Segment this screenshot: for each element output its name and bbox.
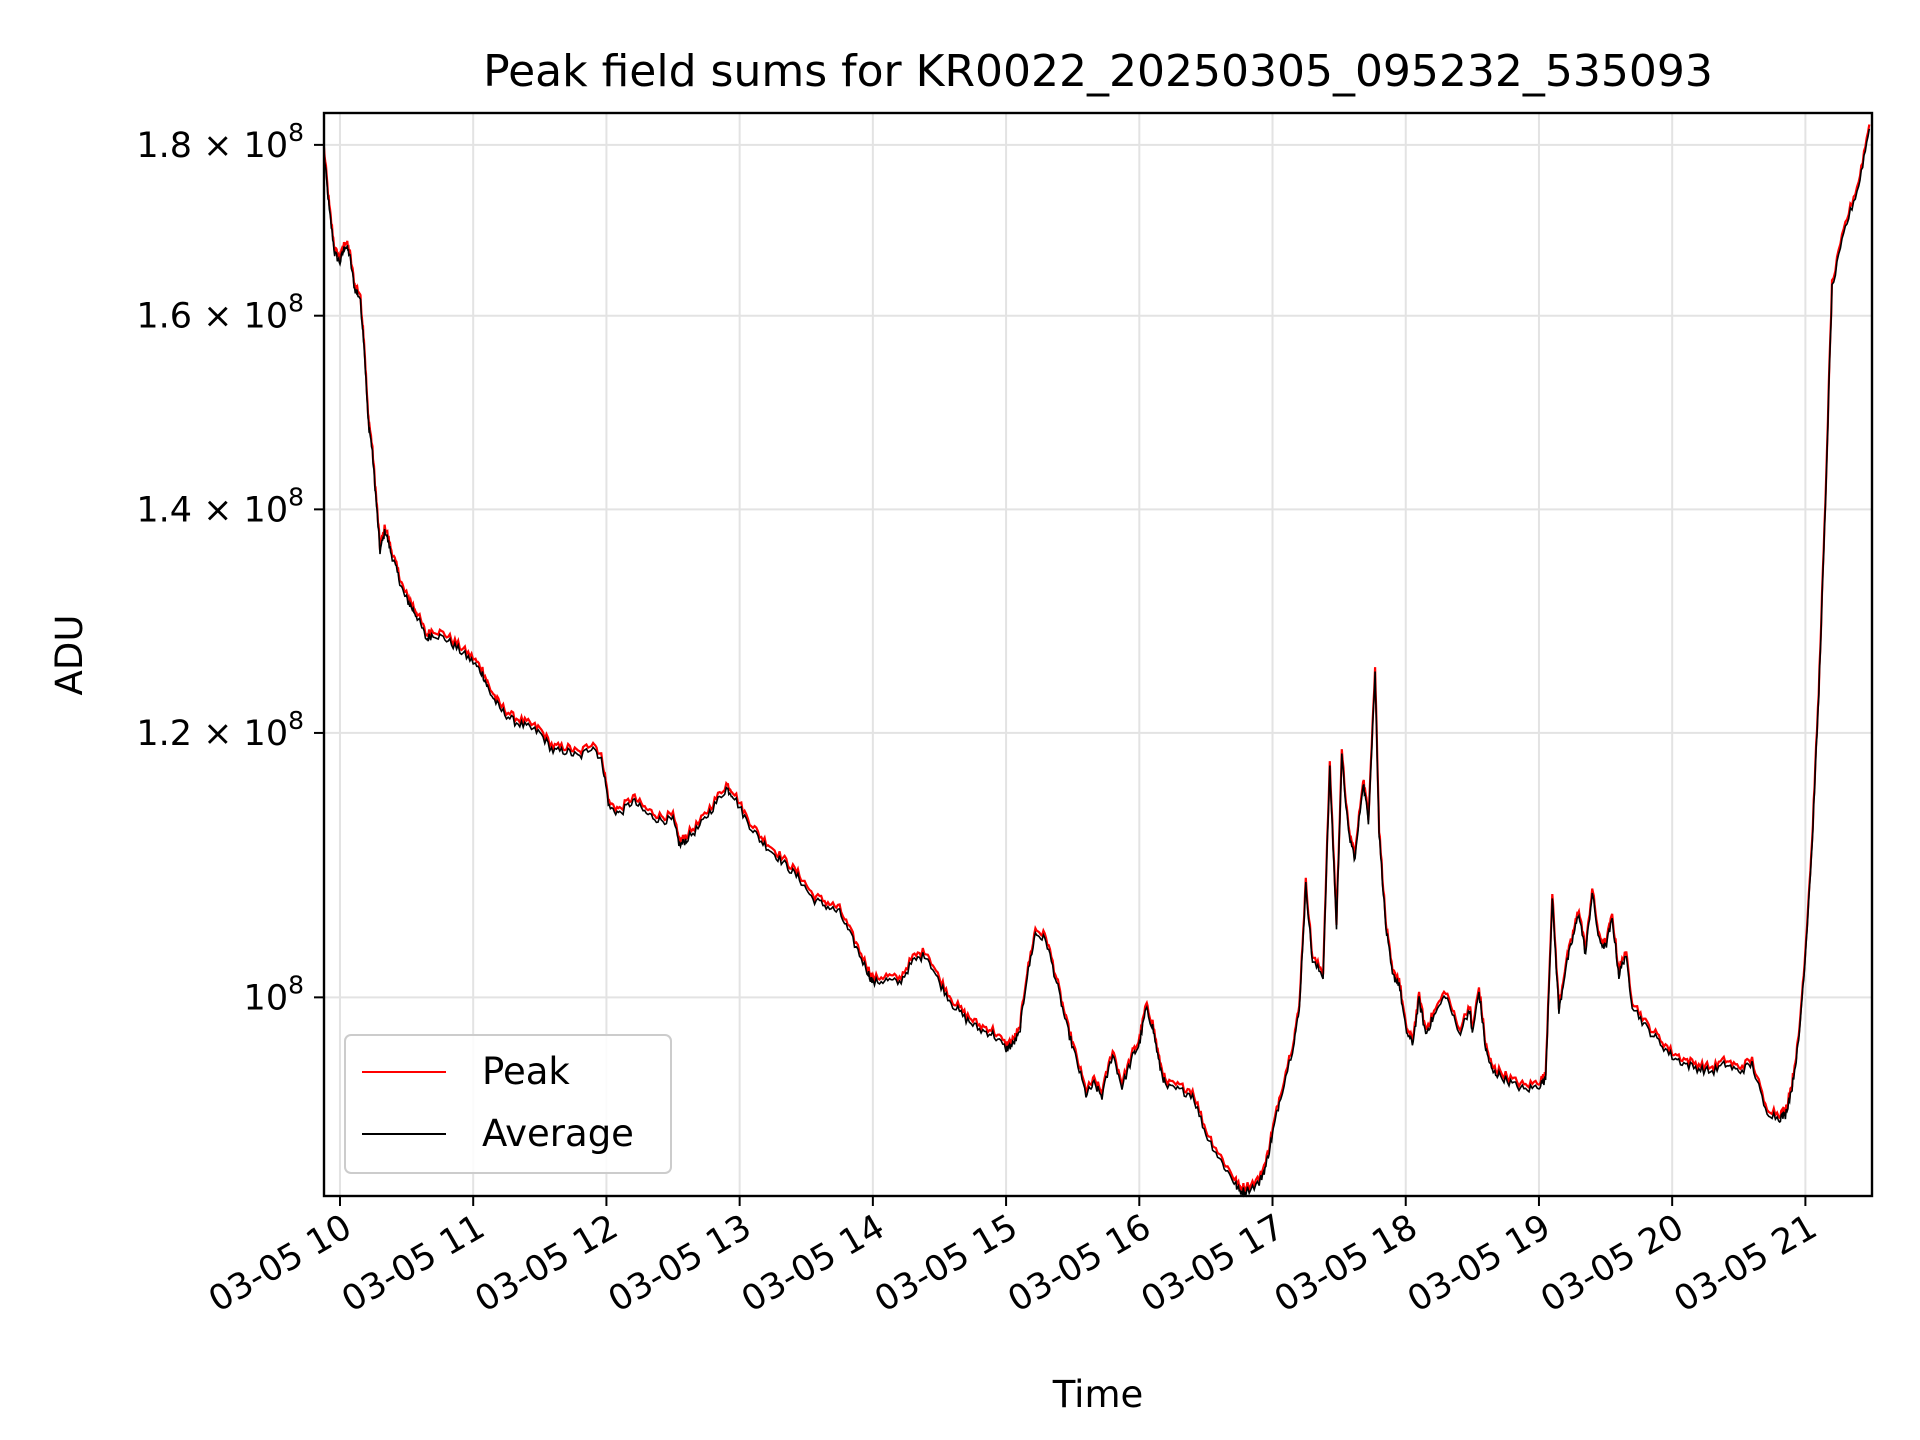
grid <box>324 113 1872 1196</box>
y-tick-label: 108 <box>244 970 304 1018</box>
legend-box <box>344 1034 672 1174</box>
y-tick-base: 1.4 × 10 <box>136 490 288 530</box>
y-tick-base: 1.6 × 10 <box>136 297 288 337</box>
y-tick-exponent: 8 <box>288 970 304 999</box>
y-tick-base: 1.2 × 10 <box>136 714 288 754</box>
y-axis-label: ADU <box>48 615 91 696</box>
y-tick-exponent: 8 <box>288 118 304 147</box>
y-tick-label: 1.2 × 108 <box>136 706 304 754</box>
legend-label-average: Average <box>482 1112 634 1155</box>
y-tick-base: 10 <box>244 978 289 1018</box>
y-tick-exponent: 8 <box>288 289 304 318</box>
plot-frame <box>322 111 1874 1198</box>
legend-label-peak: Peak <box>482 1050 570 1093</box>
legend: Peak Average <box>344 1034 672 1174</box>
y-tick-label: 1.4 × 108 <box>136 482 304 530</box>
y-tick-label: 1.8 × 108 <box>136 118 304 166</box>
chart-title: Peak field sums for KR0022_20250305_0952… <box>483 46 1713 97</box>
series-lines <box>322 124 1871 1198</box>
y-tick-exponent: 8 <box>288 706 304 735</box>
y-tick-label: 1.6 × 108 <box>136 289 304 337</box>
y-tick-base: 1.8 × 10 <box>136 126 288 166</box>
x-axis-label: Time <box>1052 1373 1144 1416</box>
y-tick-exponent: 8 <box>288 482 304 511</box>
series-line-average <box>323 128 1871 1198</box>
